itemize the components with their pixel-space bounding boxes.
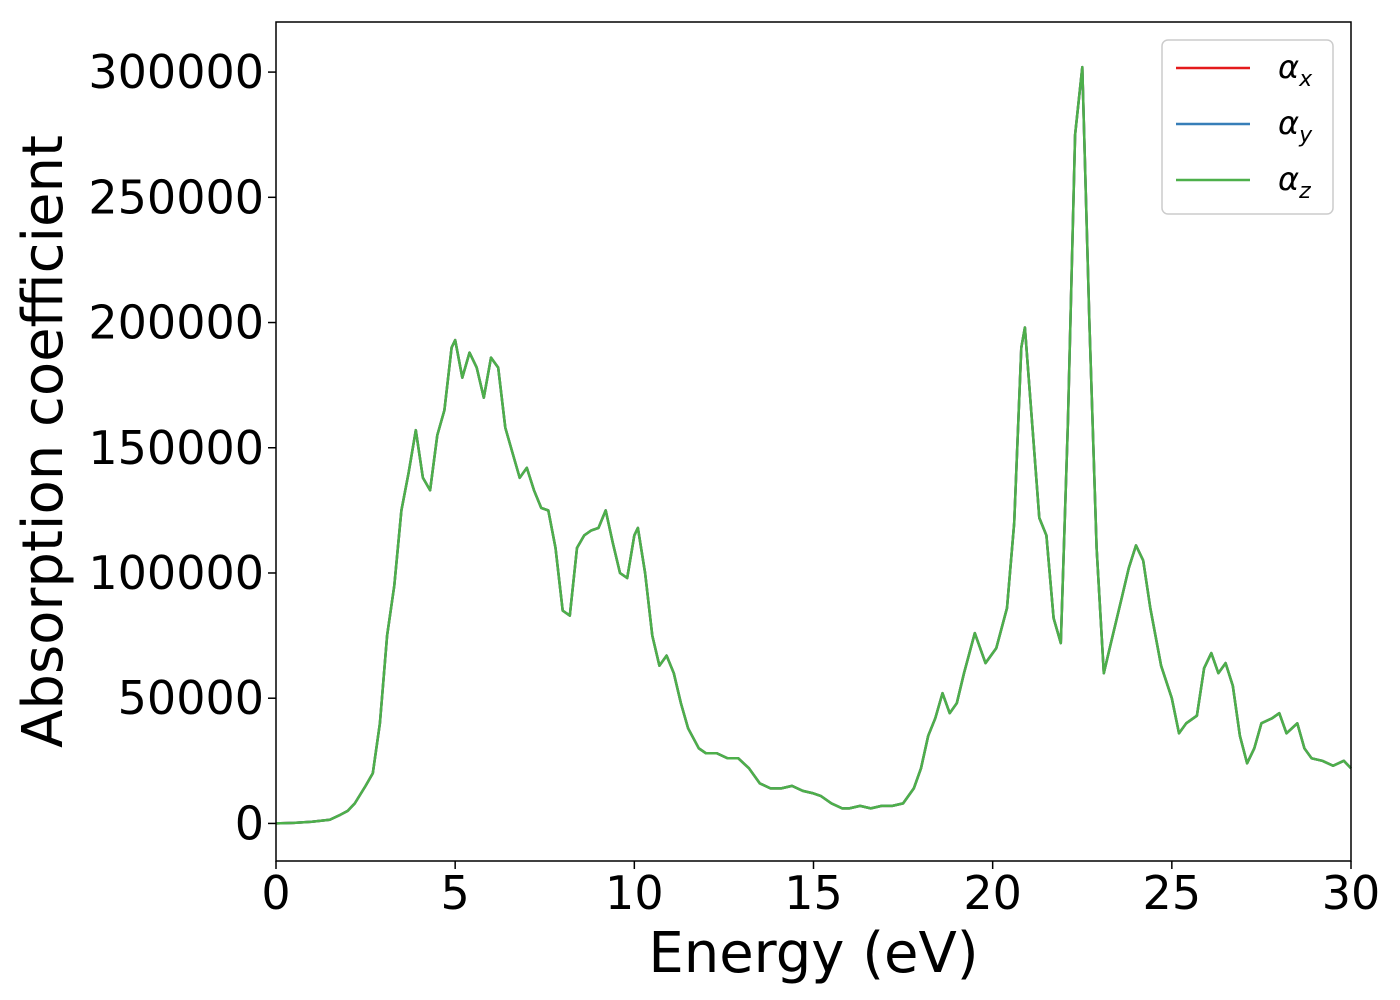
legend-symbol: α [1278,104,1299,142]
legend-entry: αy [1278,104,1313,148]
x-axis-ticks: 0 5 10 15 20 25 30 [261,861,1380,920]
y-tick-label: 150000 [88,421,264,475]
y-tick-label: 100000 [88,546,264,600]
legend-symbol: α [1278,48,1299,86]
y-tick-label: 0 [235,796,264,850]
y-tick-label: 250000 [88,170,264,224]
x-tick-label: 0 [261,866,290,920]
legend-entry: αz [1278,160,1311,204]
x-tick-label: 10 [605,866,664,920]
x-tick-label: 20 [963,866,1022,920]
y-axis-label: Absorption coefficient [11,135,76,748]
legend-subscript: z [1298,179,1311,204]
x-tick-label: 25 [1143,866,1202,920]
legend-entry: αx [1278,48,1313,92]
y-tick-label: 50000 [118,671,264,725]
legend-box [1161,39,1334,215]
x-tick-label: 5 [441,866,470,920]
y-axis-ticks: 0 50000 100000 150000 200000 250000 300000 [88,45,276,850]
legend-subscript: x [1298,67,1313,92]
x-tick-label: 30 [1322,866,1381,920]
series-layer [275,65,1352,825]
y-tick-label: 200000 [88,296,264,350]
legend-symbol: α [1278,160,1299,198]
x-tick-label: 15 [784,866,843,920]
series-line-3 [275,65,1352,825]
y-tick-label: 300000 [88,45,264,99]
legend-subscript: y [1298,123,1313,148]
x-axis-label: Energy (eV) [648,921,978,986]
